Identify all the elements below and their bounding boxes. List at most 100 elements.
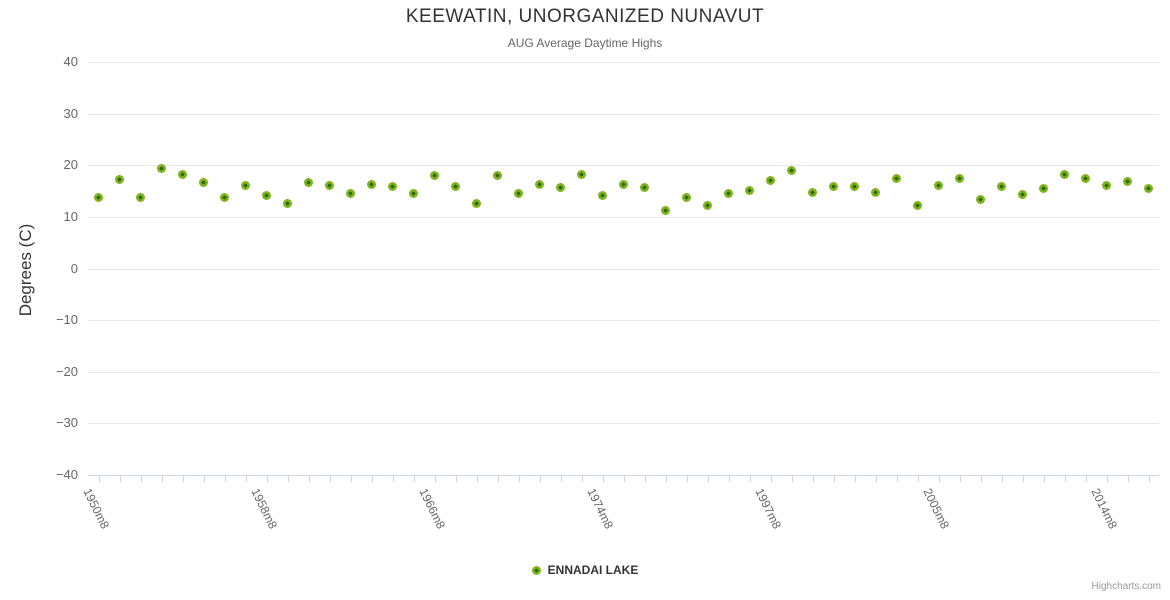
data-point[interactable] — [178, 170, 187, 180]
data-point[interactable] — [430, 170, 439, 180]
data-point[interactable] — [220, 192, 229, 202]
y-gridline — [88, 371, 1159, 373]
data-point[interactable] — [766, 176, 775, 186]
y-axis-label: 30 — [63, 105, 78, 121]
data-point[interactable] — [976, 194, 985, 204]
x-axis-tick — [686, 476, 688, 482]
data-point[interactable] — [115, 175, 124, 185]
x-axis-tick — [392, 476, 394, 482]
data-point[interactable] — [829, 182, 838, 192]
data-point[interactable] — [808, 188, 817, 198]
x-axis-tick — [308, 476, 310, 482]
x-axis-tick — [539, 476, 541, 482]
x-axis-tick — [707, 476, 709, 482]
data-point[interactable] — [703, 201, 712, 211]
data-point[interactable] — [367, 180, 376, 190]
highcharts-credit[interactable]: Highcharts.com — [1091, 581, 1161, 592]
y-axis-label: −20 — [55, 363, 78, 379]
x-axis-tick — [665, 476, 667, 482]
x-axis-line — [88, 475, 1159, 476]
x-axis-tick — [812, 476, 814, 482]
data-point[interactable] — [955, 174, 964, 184]
x-axis-tick — [896, 476, 898, 482]
y-gridline — [88, 62, 1159, 63]
data-point[interactable] — [934, 181, 943, 191]
data-point[interactable] — [892, 173, 901, 183]
data-point[interactable] — [1102, 180, 1111, 190]
x-axis-label: 2014m8 — [1087, 486, 1120, 532]
x-axis-label: 1958m8 — [247, 486, 280, 532]
data-point[interactable] — [157, 163, 166, 173]
data-point[interactable] — [871, 188, 880, 198]
x-axis-tick — [119, 476, 121, 482]
data-point[interactable] — [556, 183, 565, 193]
data-point[interactable] — [493, 171, 502, 181]
data-point[interactable] — [241, 181, 250, 191]
x-axis-tick — [833, 476, 835, 482]
y-gridline — [88, 423, 1159, 425]
data-point[interactable] — [745, 185, 754, 195]
data-point[interactable] — [409, 189, 418, 199]
x-axis-tick — [455, 476, 457, 482]
x-axis-tick — [644, 476, 646, 482]
x-axis-tick — [329, 476, 331, 482]
data-point[interactable] — [661, 205, 670, 215]
x-axis-tick — [749, 476, 751, 482]
data-point[interactable] — [388, 182, 397, 192]
x-axis-tick — [518, 476, 520, 482]
data-point[interactable] — [1144, 184, 1153, 194]
y-gridline — [88, 320, 1159, 322]
y-axis-label: 10 — [63, 208, 78, 224]
data-point[interactable] — [283, 198, 292, 208]
data-point[interactable] — [1123, 176, 1132, 186]
data-point[interactable] — [577, 169, 586, 179]
x-axis-tick — [1148, 476, 1150, 482]
data-point[interactable] — [850, 182, 859, 192]
y-axis-label: 40 — [63, 54, 78, 69]
x-axis-tick — [497, 476, 499, 482]
x-axis-tick — [203, 476, 205, 482]
x-axis-tick — [413, 476, 415, 482]
data-point[interactable] — [619, 180, 628, 190]
x-axis-tick — [959, 476, 961, 482]
data-point[interactable] — [1081, 173, 1090, 183]
x-axis-tick — [1001, 476, 1003, 482]
legend-item-ennadai-lake[interactable]: ENNADAI LAKE — [0, 563, 1170, 577]
x-axis-tick — [980, 476, 982, 482]
x-axis-tick — [1085, 476, 1087, 482]
y-axis-label: 0 — [70, 260, 78, 276]
data-point[interactable] — [1060, 170, 1069, 180]
data-point[interactable] — [787, 165, 796, 175]
data-point[interactable] — [682, 193, 691, 203]
data-point[interactable] — [598, 190, 607, 200]
x-axis-tick — [560, 476, 562, 482]
data-point[interactable] — [346, 189, 355, 199]
data-point[interactable] — [1039, 184, 1048, 194]
data-point[interactable] — [304, 177, 313, 187]
x-axis-tick — [350, 476, 352, 482]
data-point[interactable] — [325, 180, 334, 190]
legend-label: ENNADAI LAKE — [547, 563, 639, 577]
data-point[interactable] — [724, 188, 733, 198]
x-axis-tick — [245, 476, 247, 482]
data-point[interactable] — [472, 198, 481, 208]
x-axis-tick — [623, 476, 625, 482]
data-point[interactable] — [1018, 190, 1027, 200]
data-point[interactable] — [262, 190, 271, 200]
data-point[interactable] — [136, 193, 145, 203]
data-point[interactable] — [913, 200, 922, 210]
y-axis-label: −30 — [55, 415, 78, 431]
data-point[interactable] — [640, 182, 649, 192]
x-axis-tick — [791, 476, 793, 482]
data-point[interactable] — [199, 178, 208, 188]
data-point[interactable] — [514, 189, 523, 199]
x-axis-tick — [182, 476, 184, 482]
data-point[interactable] — [94, 193, 103, 203]
data-point[interactable] — [535, 180, 544, 190]
data-point[interactable] — [451, 182, 460, 192]
data-point[interactable] — [997, 182, 1006, 192]
x-axis-tick — [770, 476, 772, 482]
y-gridline — [88, 216, 1159, 218]
x-axis-tick — [602, 476, 604, 482]
